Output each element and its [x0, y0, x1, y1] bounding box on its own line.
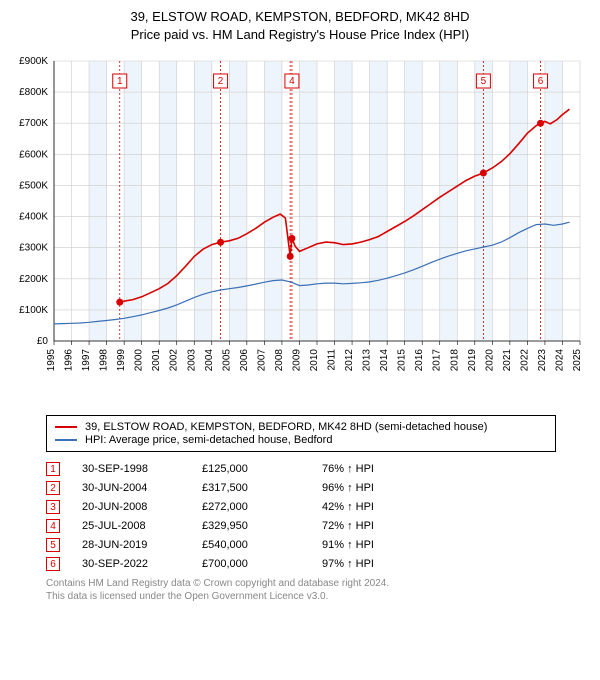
- svg-text:2020: 2020: [484, 349, 495, 372]
- sale-price: £317,500: [202, 482, 322, 494]
- svg-text:6: 6: [538, 76, 544, 87]
- svg-text:2019: 2019: [467, 349, 478, 372]
- chart-title: 39, ELSTOW ROAD, KEMPSTON, BEDFORD, MK42…: [10, 8, 590, 43]
- legend-label-2: HPI: Average price, semi-detached house,…: [85, 434, 332, 446]
- svg-text:2021: 2021: [502, 349, 513, 372]
- svg-text:1998: 1998: [99, 349, 110, 372]
- legend-swatch-2: [55, 439, 77, 441]
- title-line-1: 39, ELSTOW ROAD, KEMPSTON, BEDFORD, MK42…: [10, 8, 590, 26]
- svg-text:£400K: £400K: [19, 212, 48, 223]
- svg-text:£0: £0: [37, 336, 49, 347]
- sale-pct: 42% ↑ HPI: [322, 501, 422, 513]
- svg-text:1997: 1997: [81, 349, 92, 372]
- sale-marker: 4: [46, 519, 60, 533]
- svg-text:2023: 2023: [537, 349, 548, 372]
- svg-text:2004: 2004: [204, 349, 215, 372]
- sale-date: 28-JUN-2019: [82, 539, 202, 551]
- svg-text:1: 1: [117, 76, 123, 87]
- title-line-2: Price paid vs. HM Land Registry's House …: [10, 26, 590, 44]
- svg-text:5: 5: [481, 76, 487, 87]
- sale-marker: 5: [46, 538, 60, 552]
- svg-text:2003: 2003: [186, 349, 197, 372]
- sale-price: £540,000: [202, 539, 322, 551]
- sale-date: 30-JUN-2004: [82, 482, 202, 494]
- sale-pct: 97% ↑ HPI: [322, 558, 422, 570]
- svg-text:2016: 2016: [414, 349, 425, 372]
- sale-marker: 3: [46, 500, 60, 514]
- legend-row-1: 39, ELSTOW ROAD, KEMPSTON, BEDFORD, MK42…: [55, 421, 547, 433]
- sale-pct: 76% ↑ HPI: [322, 463, 422, 475]
- sale-price: £125,000: [202, 463, 322, 475]
- svg-text:£700K: £700K: [19, 118, 48, 129]
- svg-text:2007: 2007: [256, 349, 267, 372]
- sale-pct: 72% ↑ HPI: [322, 520, 422, 532]
- table-row: 5 28-JUN-2019£540,00091% ↑ HPI: [46, 538, 590, 552]
- chart-svg: £0 £100K £200K £300K £400K £500K £600K £700K £80…: [10, 49, 590, 409]
- svg-text:2009: 2009: [291, 349, 302, 372]
- table-row: 6 30-SEP-2022£700,00097% ↑ HPI: [46, 557, 590, 571]
- svg-text:2011: 2011: [327, 349, 338, 371]
- sale-date: 30-SEP-2022: [82, 558, 202, 570]
- sale-price: £700,000: [202, 558, 322, 570]
- table-row: 3 20-JUN-2008£272,00042% ↑ HPI: [46, 500, 590, 514]
- svg-text:2006: 2006: [239, 349, 250, 372]
- svg-text:2010: 2010: [309, 349, 320, 372]
- svg-text:2015: 2015: [397, 349, 408, 372]
- sale-price: £329,950: [202, 520, 322, 532]
- svg-text:2025: 2025: [572, 349, 583, 372]
- svg-text:2022: 2022: [519, 349, 530, 372]
- sale-pct: 96% ↑ HPI: [322, 482, 422, 494]
- price-chart: £0 £100K £200K £300K £400K £500K £600K £700K £80…: [10, 49, 590, 409]
- sale-date: 20-JUN-2008: [82, 501, 202, 513]
- table-row: 1 30-SEP-1998£125,00076% ↑ HPI: [46, 462, 590, 476]
- svg-text:£500K: £500K: [19, 181, 48, 192]
- svg-text:2012: 2012: [344, 349, 355, 372]
- sales-table: 1 30-SEP-1998£125,00076% ↑ HPI 2 30-JUN-200…: [46, 462, 590, 571]
- svg-text:2008: 2008: [274, 349, 285, 372]
- svg-text:2017: 2017: [432, 349, 443, 372]
- sale-marker: 2: [46, 481, 60, 495]
- footnote-line-1: Contains HM Land Registry data © Crown c…: [46, 577, 590, 590]
- svg-text:2024: 2024: [554, 349, 565, 372]
- svg-text:2013: 2013: [362, 349, 373, 372]
- legend: 39, ELSTOW ROAD, KEMPSTON, BEDFORD, MK42…: [46, 415, 556, 452]
- sale-date: 25-JUL-2008: [82, 520, 202, 532]
- sale-marker: 1: [46, 462, 60, 476]
- footnote-line-2: This data is licensed under the Open Gov…: [46, 590, 590, 603]
- legend-row-2: HPI: Average price, semi-detached house,…: [55, 434, 547, 446]
- legend-swatch-1: [55, 426, 77, 428]
- svg-text:£800K: £800K: [19, 87, 48, 98]
- sale-pct: 91% ↑ HPI: [322, 539, 422, 551]
- svg-text:£100K: £100K: [19, 305, 48, 316]
- svg-text:1999: 1999: [116, 349, 127, 372]
- sale-marker: 6: [46, 557, 60, 571]
- svg-text:1996: 1996: [64, 349, 75, 372]
- svg-text:£600K: £600K: [19, 149, 48, 160]
- svg-text:2002: 2002: [169, 349, 180, 372]
- table-row: 4 25-JUL-2008£329,95072% ↑ HPI: [46, 519, 590, 533]
- legend-label-1: 39, ELSTOW ROAD, KEMPSTON, BEDFORD, MK42…: [85, 421, 487, 433]
- svg-text:1995: 1995: [46, 349, 57, 372]
- sale-date: 30-SEP-1998: [82, 463, 202, 475]
- svg-text:£300K: £300K: [19, 243, 48, 254]
- svg-text:2: 2: [218, 76, 224, 87]
- svg-text:£900K: £900K: [19, 56, 48, 67]
- svg-text:2005: 2005: [221, 349, 232, 372]
- svg-text:2000: 2000: [134, 349, 145, 372]
- footnote: Contains HM Land Registry data © Crown c…: [46, 577, 590, 603]
- svg-text:4: 4: [289, 76, 295, 87]
- sale-price: £272,000: [202, 501, 322, 513]
- svg-text:2014: 2014: [379, 349, 390, 372]
- svg-text:2001: 2001: [151, 349, 162, 372]
- svg-text:2018: 2018: [449, 349, 460, 372]
- table-row: 2 30-JUN-2004£317,50096% ↑ HPI: [46, 481, 590, 495]
- svg-text:£200K: £200K: [19, 274, 48, 285]
